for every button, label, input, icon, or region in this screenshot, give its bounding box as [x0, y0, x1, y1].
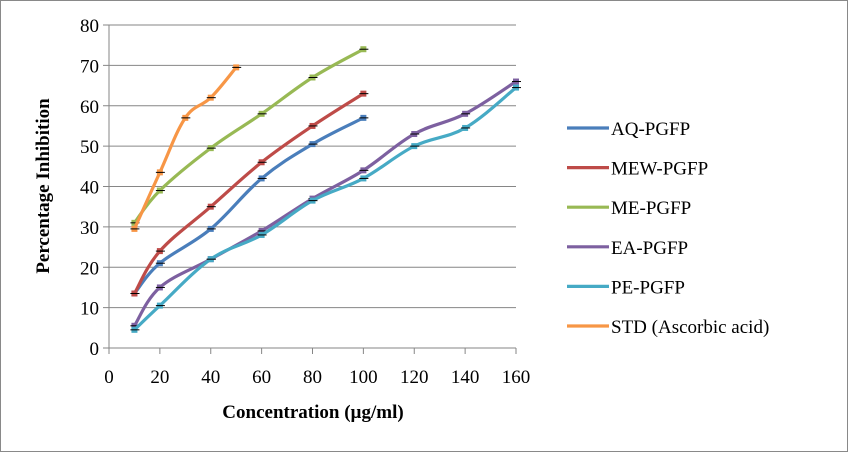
x-tick-labels: 0 20 40 60 80 100 120 140 160 [104, 367, 530, 388]
x-tick-label: 60 [252, 367, 271, 388]
x-tick-label: 0 [104, 367, 114, 388]
y-tick-label: 0 [90, 339, 100, 360]
y-tick-label: 70 [80, 56, 99, 77]
series-std-ascorbic-acid [130, 64, 242, 232]
y-tick-label: 30 [80, 218, 99, 239]
x-tick-label: 80 [303, 367, 322, 388]
legend-item: ME-PGFP [567, 198, 691, 219]
x-axis-title: Concentration (µg/ml) [222, 402, 403, 423]
legend-item: PE-PGFP [567, 277, 685, 298]
legend-item: AQ-PGFP [567, 119, 690, 140]
legend-label: PE-PGFP [611, 277, 685, 298]
y-tick-label: 10 [80, 299, 99, 320]
series-me-pgfp [130, 46, 369, 226]
gridlines [109, 24, 516, 309]
series-mew-pgfp [130, 90, 369, 297]
x-tick-label: 140 [451, 367, 480, 388]
y-tick-label: 40 [80, 178, 99, 199]
y-tick-labels: 0 10 20 30 40 50 60 70 80 [80, 16, 99, 360]
legend-item: STD (Ascorbic acid) [567, 317, 769, 338]
series-lines [130, 46, 521, 333]
y-tick-label: 80 [80, 16, 99, 37]
x-tick-label: 100 [349, 367, 378, 388]
legend-item: MEW-PGFP [567, 159, 708, 180]
legend-label: AQ-PGFP [611, 119, 690, 140]
y-tick-label: 60 [80, 97, 99, 118]
legend: AQ-PGFP MEW-PGFP ME-PGFP EA-PGFP PE-PGFP STD … [567, 119, 769, 338]
x-tick-label: 160 [502, 367, 531, 388]
series-line [132, 65, 238, 231]
legend-label: MEW-PGFP [611, 159, 708, 180]
series-aq-pgfp [130, 114, 369, 297]
legend-label: STD (Ascorbic acid) [611, 317, 769, 338]
series-pe-pgfp [130, 84, 521, 333]
axes [103, 24, 517, 354]
x-tick-label: 40 [201, 367, 220, 388]
series-line [132, 85, 518, 332]
y-axis-title: Percentage Inhibition [33, 98, 54, 274]
legend-label: EA-PGFP [611, 238, 688, 259]
y-tick-label: 50 [80, 137, 99, 158]
x-tick-label: 20 [150, 367, 169, 388]
legend-label: ME-PGFP [611, 198, 691, 219]
legend-item: EA-PGFP [567, 238, 688, 259]
y-tick-label: 20 [80, 258, 99, 279]
x-tick-label: 120 [400, 367, 429, 388]
